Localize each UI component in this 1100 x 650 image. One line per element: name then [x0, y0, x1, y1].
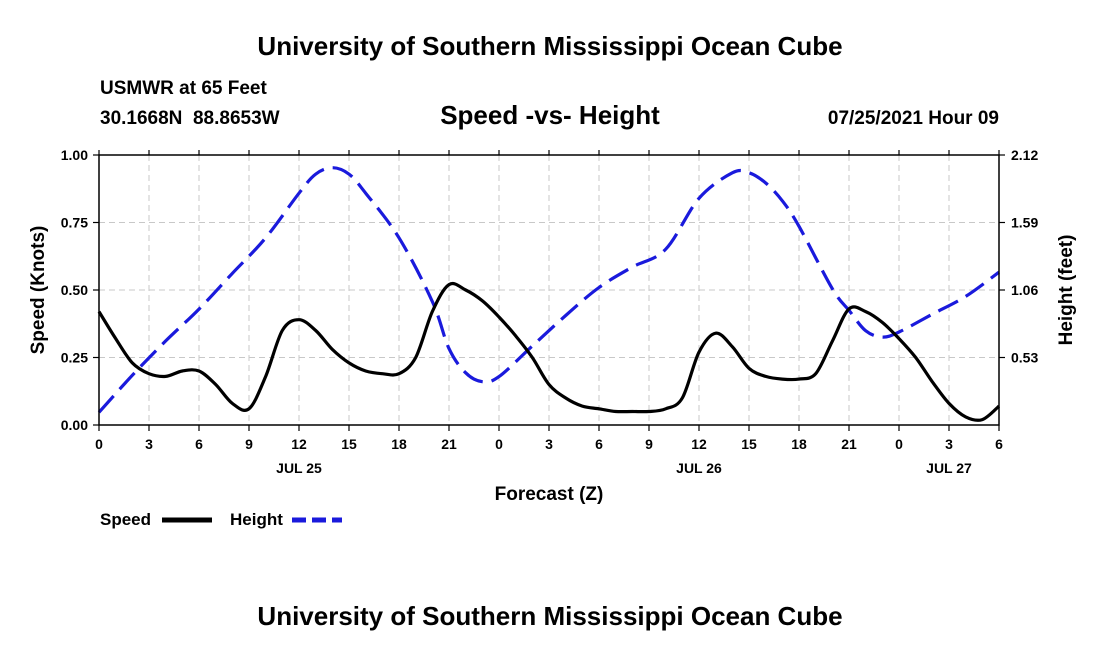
- date-label: JUL 27: [926, 460, 972, 476]
- y2-tick-label: 1.59: [1011, 215, 1038, 231]
- forecast-datetime: 07/25/2021 Hour 09: [828, 108, 999, 129]
- x-tick-label: 18: [791, 436, 807, 452]
- x-tick-label: 3: [945, 436, 953, 452]
- y-tick-label: 0.75: [61, 215, 88, 231]
- x-tick-label: 3: [145, 436, 153, 452]
- x-tick-label: 18: [391, 436, 407, 452]
- x-tick-label: 15: [341, 436, 357, 452]
- x-tick-label: 0: [495, 436, 503, 452]
- y-tick-label: 0.50: [61, 282, 88, 298]
- y-left-tick-labels: 0.00 0.25 0.50 0.75 1.00: [61, 147, 88, 433]
- y-tick-label: 1.00: [61, 147, 88, 163]
- x-tick-label: 12: [691, 436, 707, 452]
- x-tick-label: 6: [595, 436, 603, 452]
- top-title: University of Southern Mississippi Ocean…: [257, 31, 842, 61]
- date-labels: JUL 25 JUL 26 JUL 27: [276, 460, 972, 476]
- y2-tick-label: 1.06: [1011, 282, 1038, 298]
- station-label: USMWR at 65 Feet: [100, 78, 267, 99]
- y2-tick-label: 0.53: [1011, 350, 1038, 366]
- x-tick-label: 12: [291, 436, 307, 452]
- chart-title: Speed -vs- Height: [440, 100, 660, 130]
- y2-axis-label: Height (feet): [1056, 235, 1077, 346]
- x-tick-label: 21: [841, 436, 857, 452]
- tick-marks: [93, 150, 1005, 431]
- y-axis-label: Speed (Knots): [28, 226, 49, 355]
- legend: Speed Height: [100, 510, 342, 529]
- x-tick-label: 6: [995, 436, 1003, 452]
- y-right-tick-labels: 0.53 1.06 1.59 2.12: [1011, 147, 1038, 366]
- legend-speed-label: Speed: [100, 510, 151, 529]
- series-layer: [97, 166, 1001, 422]
- y2-tick-label: 2.12: [1011, 147, 1038, 163]
- legend-height-label: Height: [230, 510, 283, 529]
- bottom-title: University of Southern Mississippi Ocean…: [257, 601, 842, 631]
- x-axis-label: Forecast (Z): [495, 484, 604, 505]
- x-tick-labels: 0 3 6 9 12 15 18 21 0 3 6 9 12 15 18 21 0 3 6: [95, 436, 1003, 452]
- x-tick-label: 9: [245, 436, 253, 452]
- date-label: JUL 26: [676, 460, 722, 476]
- x-tick-label: 6: [195, 436, 203, 452]
- y-tick-label: 0.00: [61, 417, 88, 433]
- speed-series-line: [97, 281, 1001, 422]
- height-series-line: [97, 166, 1000, 414]
- y-tick-label: 0.25: [61, 350, 88, 366]
- x-tick-label: 3: [545, 436, 553, 452]
- coordinates-label: 30.1668N 88.8653W: [100, 108, 280, 129]
- x-tick-label: 9: [645, 436, 653, 452]
- date-label: JUL 25: [276, 460, 322, 476]
- x-tick-label: 15: [741, 436, 757, 452]
- x-tick-label: 0: [895, 436, 903, 452]
- x-tick-label: 21: [441, 436, 457, 452]
- x-tick-label: 0: [95, 436, 103, 452]
